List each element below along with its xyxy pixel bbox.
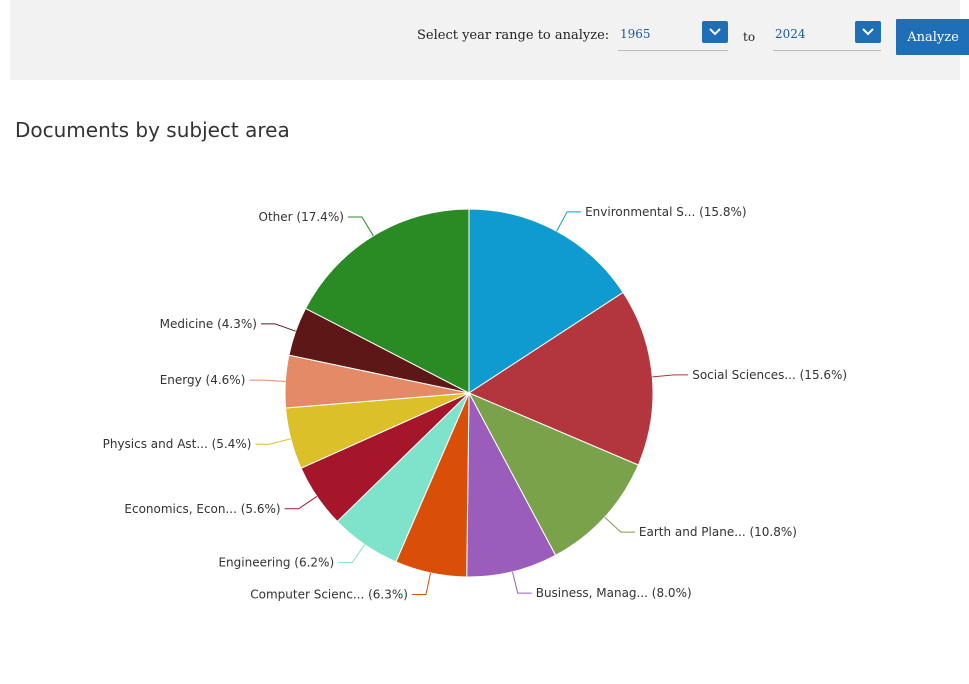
slice-leader-line (255, 438, 291, 445)
slice-leader-line (604, 516, 635, 533)
slice-leader-line (556, 211, 582, 232)
pie-slice[interactable] (468, 208, 624, 394)
slice-leader-line (338, 544, 366, 564)
slice-label: Business, Manag... (8.0%) (536, 586, 692, 600)
slice-label: Physics and Ast... (5.4%) (103, 437, 252, 451)
slice-label: Energy (4.6%) (160, 373, 246, 387)
to-year-value: 2024 (775, 27, 806, 41)
slice-label: Economics, Econ... (5.6%) (124, 502, 280, 516)
to-year-select[interactable]: 2024 (773, 19, 881, 51)
slice-leader-line (347, 216, 374, 237)
slice-leader-line (284, 496, 318, 510)
from-year-select[interactable]: 1965 (618, 19, 728, 51)
slice-label: Engineering (6.2%) (218, 556, 334, 570)
analyze-button[interactable]: Analyze (896, 19, 969, 55)
from-year-value: 1965 (620, 27, 651, 41)
chevron-down-icon[interactable] (855, 21, 881, 43)
year-range-label: Select year range to analyze: (417, 28, 610, 43)
slice-leader-line (260, 323, 296, 332)
slice-label: Other (17.4%) (259, 210, 344, 224)
slice-label: Earth and Plane... (10.8%) (639, 525, 797, 539)
to-label: to (743, 30, 756, 44)
slice-label: Medicine (4.3%) (160, 317, 257, 331)
slice-leader-line (512, 571, 532, 594)
slice-leader-line (411, 572, 432, 595)
slice-label: Computer Scienc... (6.3%) (250, 587, 408, 601)
year-range-toolbar: Select year range to analyze: 1965 to 20… (10, 0, 969, 80)
chevron-down-icon[interactable] (702, 21, 728, 43)
slice-leader-line (652, 374, 689, 378)
slice-label: Environmental S... (15.8%) (585, 205, 746, 219)
chart-title: Documents by subject area (15, 118, 290, 142)
pie-slice[interactable] (466, 392, 557, 578)
slice-label: Social Sciences... (15.6%) (692, 368, 847, 382)
slice-leader-line (249, 379, 286, 382)
